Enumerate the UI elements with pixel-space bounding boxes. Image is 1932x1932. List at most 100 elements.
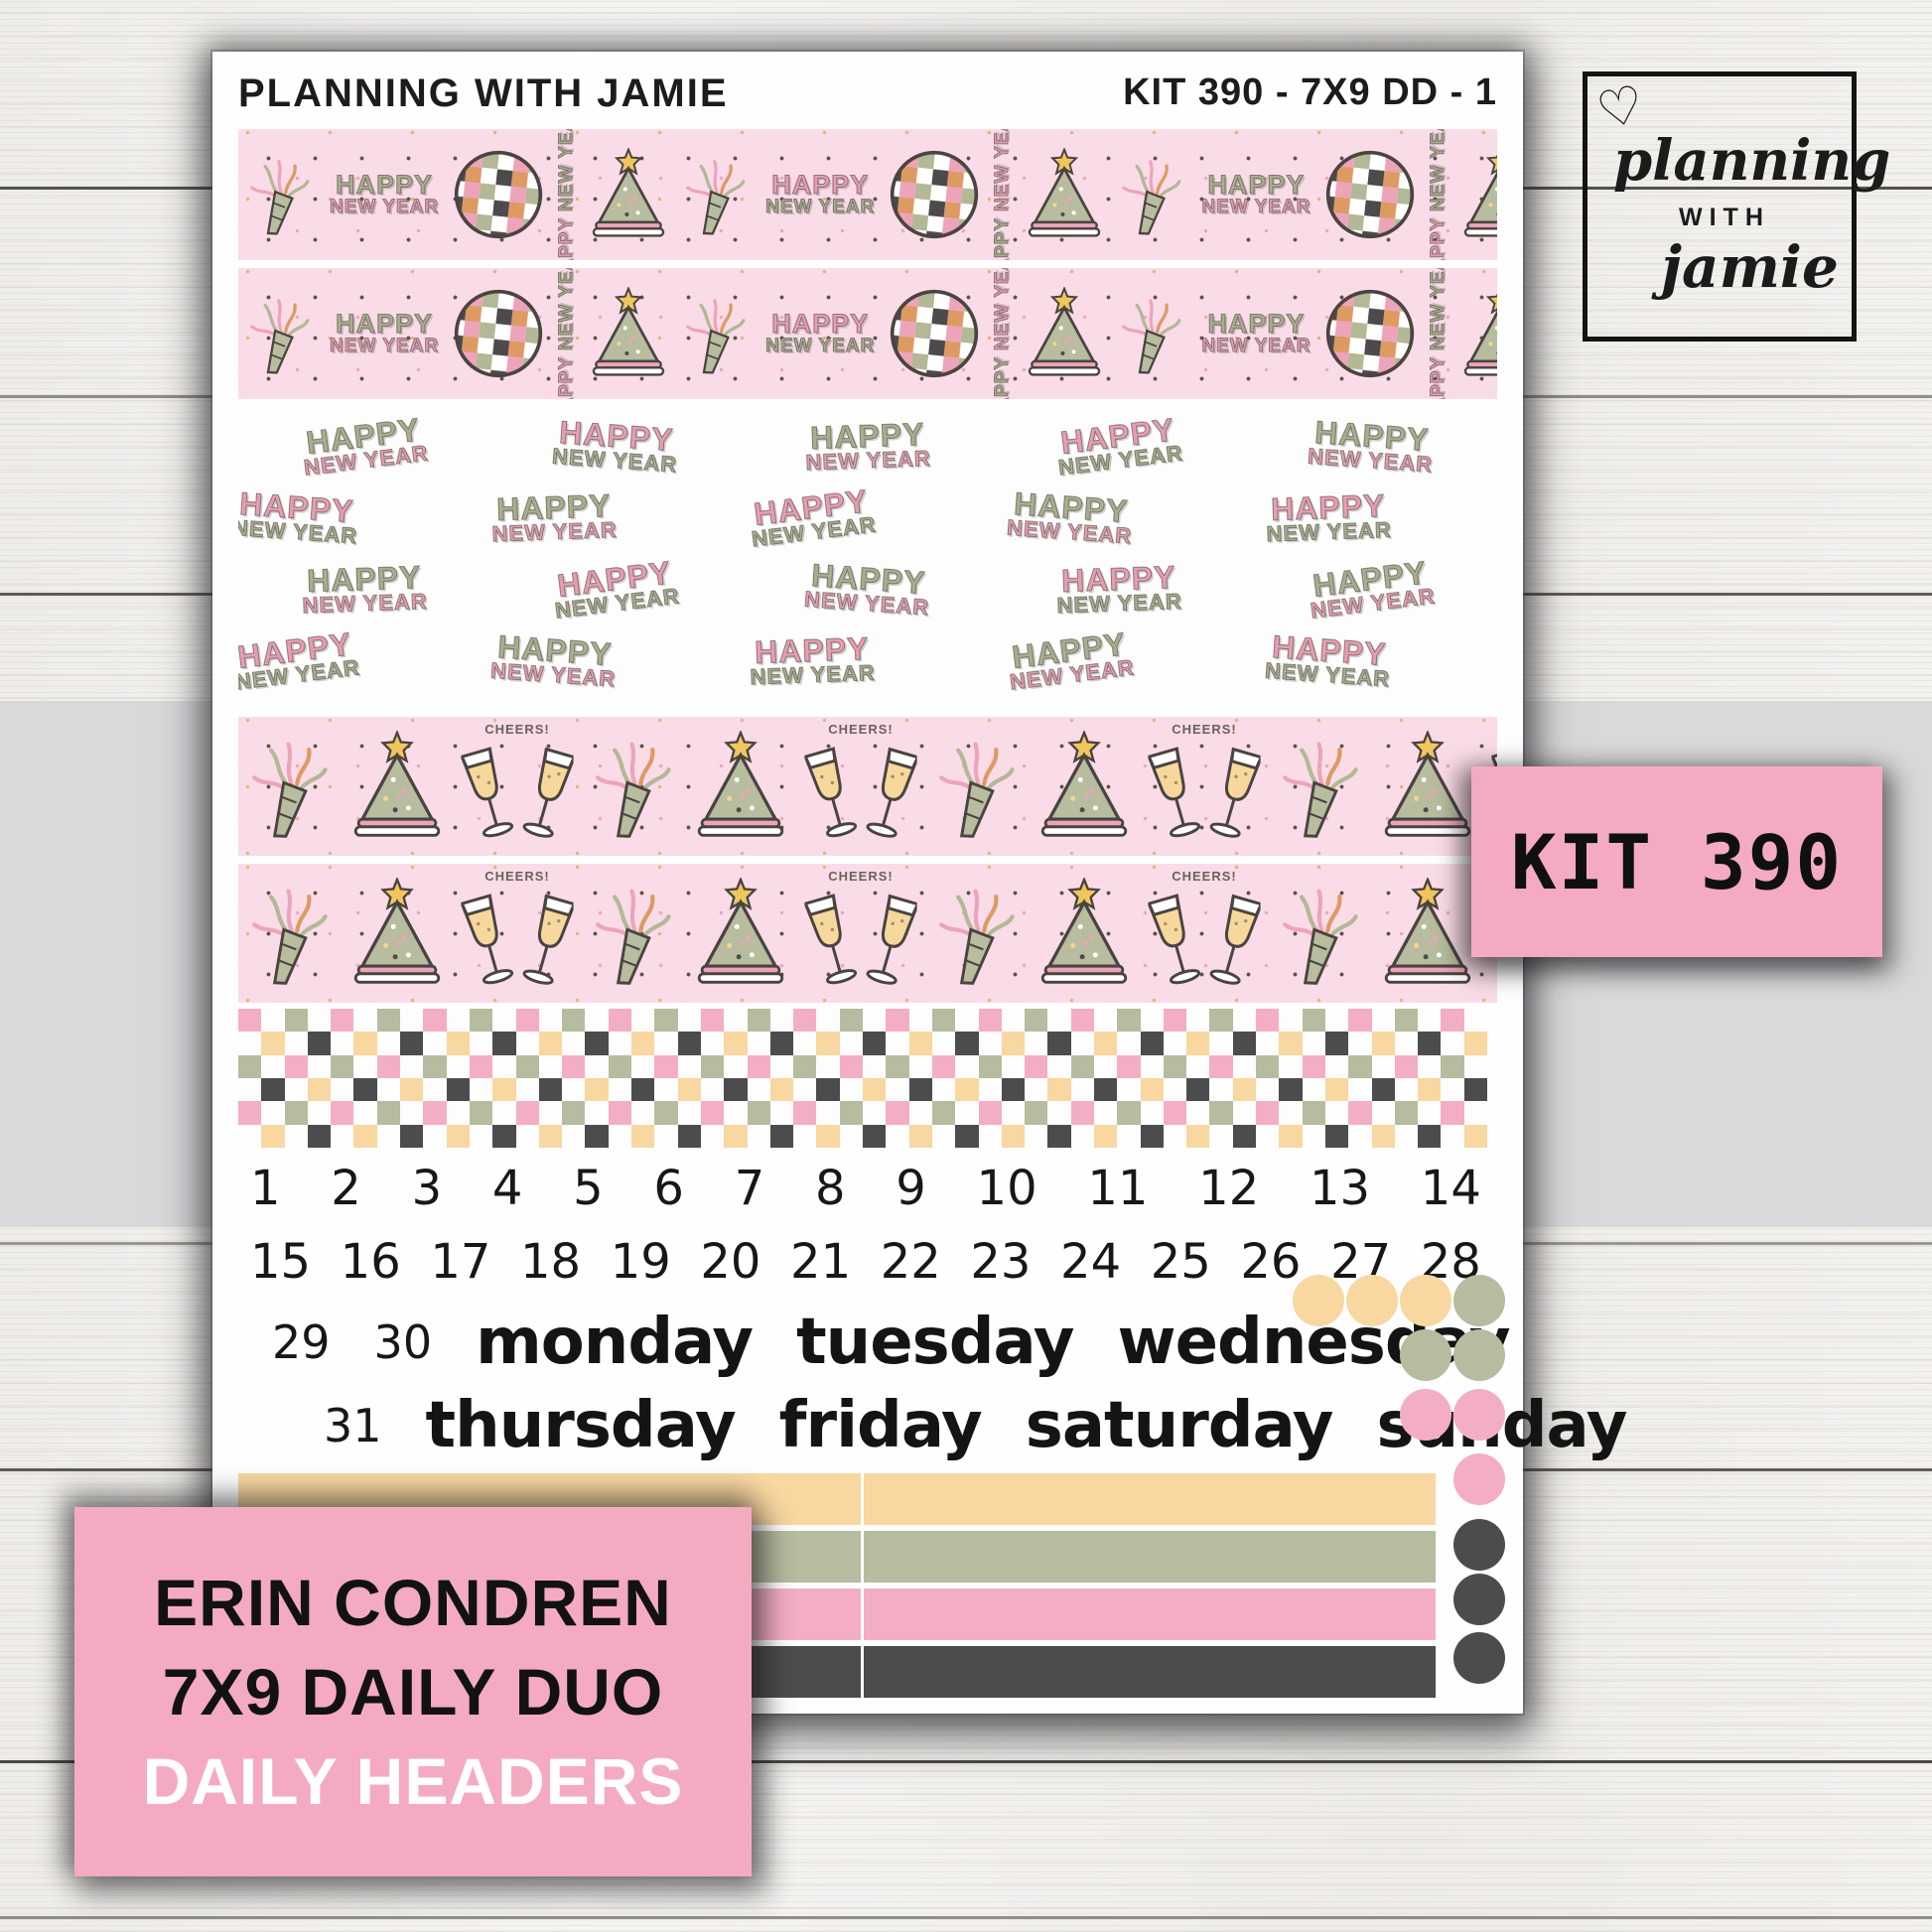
checker-cell xyxy=(677,1124,701,1148)
party-popper-icon xyxy=(1260,873,1380,993)
checker-cell xyxy=(469,1101,493,1125)
checker-cell xyxy=(1348,1101,1372,1125)
checker-cell xyxy=(331,1032,354,1055)
happy-new-year-sticker-text: HAPPY NEW YEAR xyxy=(1307,414,1435,479)
checker-cell xyxy=(423,1101,447,1125)
checker-row xyxy=(238,1009,1497,1033)
checker-cell xyxy=(1394,1077,1419,1102)
checker-cell xyxy=(978,1124,1002,1148)
checker-cell xyxy=(839,1077,864,1102)
checker-cell xyxy=(816,1054,840,1078)
date-number-sticker: 3 xyxy=(411,1161,443,1216)
checker-cell xyxy=(839,1032,864,1055)
checker-cell xyxy=(1140,1124,1164,1148)
checker-cell xyxy=(654,1124,678,1148)
checker-cell xyxy=(1232,1054,1257,1078)
checker-cell xyxy=(1001,1124,1026,1148)
checker-cell xyxy=(1186,1101,1210,1125)
checker-cell xyxy=(886,1054,909,1078)
new-year-word: NEW YEAR xyxy=(1428,268,1449,350)
checker-cell xyxy=(631,1124,655,1148)
champagne-toast-motif: CHEERS! xyxy=(1146,722,1263,852)
champagne-flutes-icon xyxy=(459,733,576,852)
new-year-word: NEW YEAR xyxy=(765,196,876,217)
day-name-sticker: thursday xyxy=(425,1389,737,1462)
checker-cell xyxy=(261,1054,285,1078)
checker-cell xyxy=(446,1124,470,1148)
checker-cell xyxy=(562,1054,586,1078)
checker-cell xyxy=(1256,1124,1280,1148)
checker-cell xyxy=(331,1077,354,1102)
washi-motif-group: HAPPY NEW YEAR HAPPY NEW YEAR xyxy=(674,268,1110,399)
checker-cell xyxy=(1371,1009,1395,1033)
dot-sticker xyxy=(1453,1632,1505,1684)
checker-cell xyxy=(747,1124,770,1148)
sticker-sheet: PLANNING WITH JAMIE KIT 390 - 7X9 DD - 1… xyxy=(212,52,1627,1714)
day-name-sticker: monday xyxy=(476,1306,754,1379)
checker-cell xyxy=(1047,1124,1071,1148)
champagne-flutes-icon xyxy=(1146,733,1263,852)
party-popper-icon xyxy=(916,726,1036,846)
checker-cell xyxy=(1232,1032,1257,1055)
checker-cell xyxy=(284,1032,308,1055)
cheers-label: CHEERS! xyxy=(484,868,550,884)
checker-cell xyxy=(908,1054,932,1078)
checker-cell xyxy=(492,1032,516,1055)
cheers-label: CHEERS! xyxy=(1172,721,1237,737)
checker-cell xyxy=(1394,1032,1419,1055)
party-hat-icon xyxy=(1025,287,1104,380)
checker-cell xyxy=(1279,1054,1303,1078)
washi-motif-group: CHEERS! xyxy=(925,722,1269,852)
checker-cell xyxy=(654,1032,678,1055)
checker-cell xyxy=(562,1009,586,1033)
happy-word: HAPPY xyxy=(556,210,578,260)
party-hat-icon xyxy=(349,731,445,842)
checker-cell xyxy=(1163,1054,1187,1078)
checker-cell xyxy=(978,1101,1002,1125)
date-number-sticker: 1 xyxy=(250,1161,281,1216)
product-info-badge: ERIN CONDREN 7X9 DAILY DUO DAILY HEADERS xyxy=(74,1507,752,1876)
checker-cell xyxy=(747,1077,770,1102)
washi-strip-new-year-party: HAPPY NEW YEAR HAPPY NEW YEAR HAPPY NEW YEAR… xyxy=(238,129,1497,260)
checker-cell xyxy=(1302,1009,1325,1033)
checker-cell xyxy=(1070,1032,1094,1055)
logo-line-with: WITH xyxy=(1679,204,1770,231)
checker-cell xyxy=(400,1032,424,1055)
checker-cell xyxy=(654,1054,678,1078)
happy-word: HAPPY xyxy=(1207,170,1306,201)
date-number-sticker: 11 xyxy=(1087,1161,1149,1216)
new-year-word: NEW YEAR xyxy=(551,444,679,479)
checker-cell xyxy=(515,1077,539,1102)
happy-word: HAPPY xyxy=(992,349,1014,399)
checker-cell xyxy=(353,1124,377,1148)
champagne-toast-motif: CHEERS! xyxy=(459,869,576,999)
date-number-sticker: 21 xyxy=(790,1234,852,1290)
checker-cell xyxy=(955,1054,979,1078)
checker-cell xyxy=(562,1101,586,1125)
checker-cell xyxy=(769,1124,794,1148)
logo-line-jamie: jamie xyxy=(1661,233,1839,301)
sheet-kit-code: KIT 390 - 7X9 DD - 1 xyxy=(1123,71,1497,113)
party-hat-icon xyxy=(1025,148,1104,241)
checker-cell xyxy=(631,1101,655,1125)
checker-cell xyxy=(1324,1054,1349,1078)
dot-sticker xyxy=(1453,1389,1505,1441)
party-popper-icon xyxy=(238,286,328,380)
checker-row xyxy=(238,1124,1497,1148)
checker-cell xyxy=(677,1101,701,1125)
checker-cell xyxy=(423,1124,447,1148)
date-number-sticker: 18 xyxy=(520,1234,582,1290)
checker-cell xyxy=(1256,1077,1280,1102)
happy-new-year-sticker-text: HAPPY NEW YEAR xyxy=(1201,170,1311,216)
checker-cell xyxy=(1418,1009,1442,1033)
checker-cell xyxy=(608,1101,632,1125)
checker-cell xyxy=(747,1009,770,1033)
checker-cell xyxy=(863,1032,887,1055)
champagne-flutes-icon xyxy=(459,880,576,999)
checker-cell xyxy=(931,1009,956,1033)
date-numbers-row-1: 1 2 3 4 5 6 7 8 9 10 11 12 13 14 xyxy=(238,1156,1497,1221)
checker-cell xyxy=(816,1077,840,1102)
party-hat-icon xyxy=(1460,148,1497,241)
checker-cell xyxy=(1163,1032,1187,1055)
dot-sticker xyxy=(1453,1275,1505,1326)
